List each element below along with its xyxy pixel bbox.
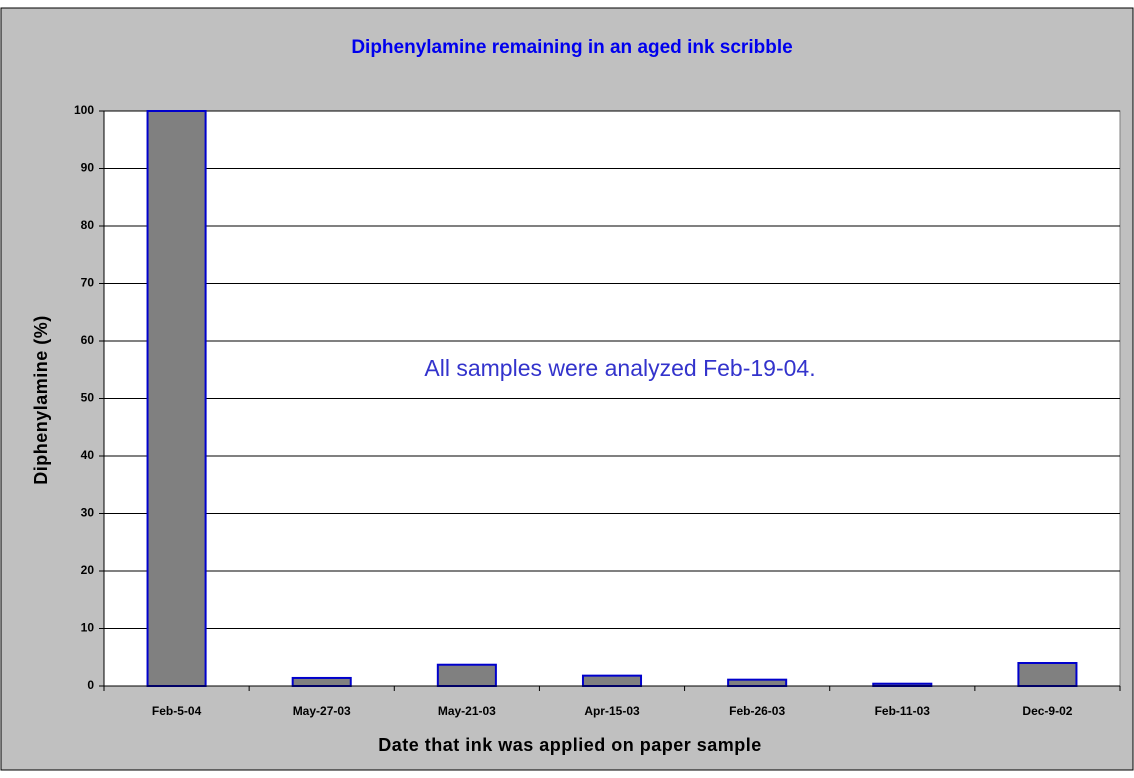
y-tick-label: 60 [81,333,95,347]
annotation: All samples were analyzed Feb-19-04. [424,355,815,381]
x-tick-label: May-27-03 [293,704,351,718]
x-tick-label: Dec-9-02 [1022,704,1072,718]
bar [581,674,643,688]
y-tick-label: 50 [81,391,95,405]
y-tick-label: 70 [81,276,95,290]
x-tick-label: Apr-15-03 [584,704,640,718]
y-tick-label: 90 [81,161,95,175]
x-axis-label: Date that ink was applied on paper sampl… [378,735,762,755]
x-tick-label: Feb-5-04 [152,704,202,718]
y-tick-label: 100 [74,103,94,117]
chart-title: Diphenylamine remaining in an aged ink s… [351,37,792,58]
x-tick-label: Feb-26-03 [729,704,785,718]
y-tick-label: 10 [81,621,95,635]
bar [146,110,207,687]
y-tick-label: 80 [81,218,95,232]
y-axis-label: Diphenylamine (%) [31,315,51,485]
y-tick-label: 20 [81,563,95,577]
bar [727,678,788,687]
bar [291,676,352,688]
bar [436,663,497,687]
x-tick-label: Feb-11-03 [875,704,931,718]
bar [1017,662,1078,687]
y-tick-label: 40 [81,448,95,462]
y-tick-label: 30 [81,506,95,520]
x-tick-label: May-21-03 [438,704,496,718]
y-tick-label: 0 [87,678,94,692]
